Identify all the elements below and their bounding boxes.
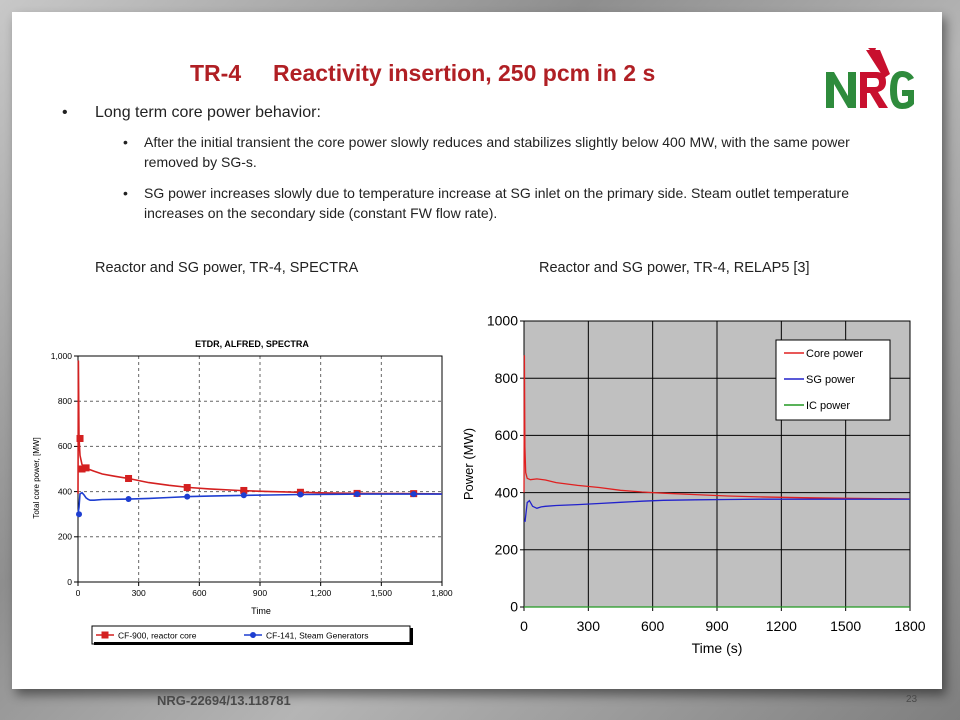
x-tick-label: 1800 <box>894 618 925 634</box>
x-axis-label: Time <box>251 606 271 616</box>
y-tick-label: 400 <box>495 484 519 500</box>
legend: CF-900, reactor core CF-141, Steam Gener… <box>91 625 413 645</box>
x-tick-label: 1,500 <box>371 588 393 598</box>
y-tick-label: 800 <box>58 396 72 406</box>
bullet-dot: • <box>123 134 128 150</box>
y-tick-label: 0 <box>510 599 518 615</box>
slide-title: TR-4 Reactivity insertion, 250 pcm in 2 … <box>190 60 656 86</box>
x-tick-label: 1200 <box>766 618 797 634</box>
legend-label-core: Core power <box>806 348 863 360</box>
series-group <box>76 360 443 518</box>
legend: Core power SG power IC power <box>775 339 891 421</box>
data-point <box>76 434 84 442</box>
legend-marker-core <box>101 631 109 639</box>
legend-marker-sg <box>250 632 256 638</box>
legend-label-sg: SG power <box>806 374 855 386</box>
y-tick-label: 800 <box>495 370 519 386</box>
x-tick-label: 300 <box>577 618 601 634</box>
x-tick-label: 900 <box>253 588 267 598</box>
legend-label-ic: IC power <box>806 400 850 412</box>
grid <box>78 356 442 582</box>
chart-background <box>16 320 456 655</box>
data-point <box>354 491 361 498</box>
spectra-chart: ETDR, ALFRED, SPECTRA 0 300 600 900 1,200 1,5… <box>16 320 456 655</box>
data-point <box>183 484 191 492</box>
data-point <box>125 496 132 503</box>
y-tick-label: 200 <box>58 532 72 542</box>
y-tick-label: 600 <box>58 441 72 451</box>
document-number: NRG-22694/13.118781 <box>157 693 291 708</box>
x-tick-label: 1,200 <box>310 588 332 598</box>
y-tick-label: 400 <box>58 486 72 496</box>
data-point <box>240 486 248 494</box>
y-tick-label: 200 <box>495 541 519 557</box>
series-line-0 <box>77 360 443 495</box>
chart-title: ETDR, ALFRED, SPECTRA <box>195 339 309 349</box>
right-chart-caption: Reactor and SG power, TR-4, RELAP5 [3] <box>539 260 810 276</box>
y-axis-label: Total core power, [MW] <box>32 437 41 518</box>
y-tick-label: 0 <box>67 577 72 587</box>
axes: 0 300 600 900 1200 1500 1800 0 200 400 600 800 1000 <box>487 313 926 634</box>
x-tick-label: 0 <box>76 588 81 598</box>
y-tick-label: 1000 <box>487 313 518 329</box>
x-tick-label: 1500 <box>830 618 861 634</box>
x-tick-label: 600 <box>641 618 665 634</box>
legend-label-sg: CF-141, Steam Generators <box>266 631 369 641</box>
bullet-dot: • <box>123 185 128 201</box>
nrg-logo <box>826 48 914 109</box>
legend-shadow <box>94 642 412 645</box>
data-point <box>240 492 247 499</box>
bullet-main-text: Long term core power behavior: <box>95 104 321 121</box>
left-chart-caption: Reactor and SG power, TR-4, SPECTRA <box>95 260 359 276</box>
x-tick-label: 300 <box>132 588 146 598</box>
x-tick-label: 0 <box>520 618 528 634</box>
x-tick-label: 1,800 <box>431 588 453 598</box>
data-point <box>184 493 191 500</box>
bullet-dot: • <box>62 104 68 121</box>
relap5-chart: 0 300 600 900 1200 1500 180002004006008001000 … <box>456 306 926 658</box>
legend-label-core: CF-900, reactor core <box>118 631 197 641</box>
series-line-0 <box>523 355 911 500</box>
x-tick-label: 900 <box>705 618 729 634</box>
legend-shadow <box>410 628 413 645</box>
x-tick-label: 600 <box>192 588 206 598</box>
data-point <box>410 491 417 498</box>
y-tick-label: 600 <box>495 427 519 443</box>
page-number: 23 <box>906 694 918 705</box>
y-axis-label: Power (MW) <box>461 428 476 500</box>
series-line-1 <box>524 498 910 522</box>
sub-bullet-text: After the initial transient the core pow… <box>144 134 850 170</box>
data-point <box>297 491 304 498</box>
y-tick-label: 1,000 <box>51 351 73 361</box>
data-point <box>82 464 90 472</box>
x-axis-label: Time (s) <box>692 640 743 656</box>
sub-bullet-text: SG power increases slowly due to tempera… <box>144 185 850 221</box>
data-point <box>78 465 86 473</box>
data-point <box>125 474 133 482</box>
data-point <box>76 511 83 518</box>
series-group <box>523 355 911 608</box>
